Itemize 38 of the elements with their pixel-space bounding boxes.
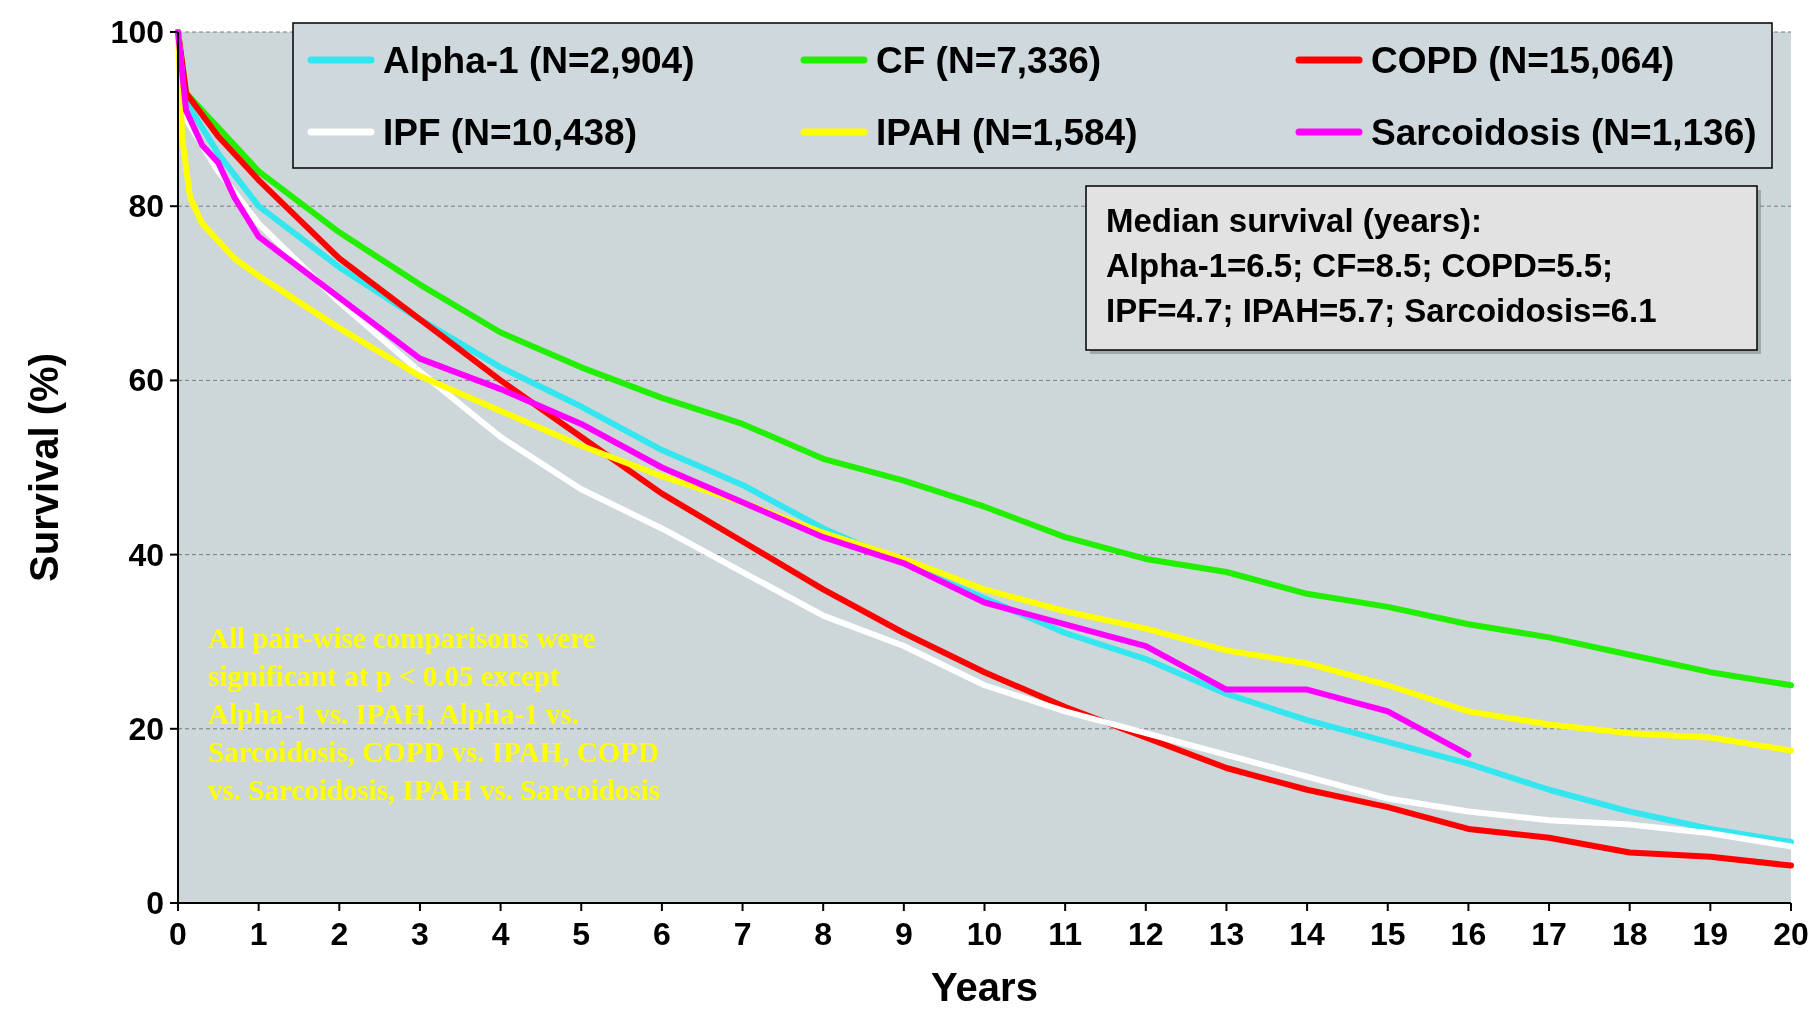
y-tick-label: 80 [128, 188, 164, 225]
x-tick-label: 8 [814, 916, 833, 952]
x-tick-label: 16 [1450, 916, 1487, 952]
x-tick-label: 15 [1369, 916, 1406, 952]
x-tick-label: 4 [491, 916, 510, 952]
x-tick-label: 2 [330, 916, 349, 952]
x-tick-label: 10 [966, 916, 1003, 952]
legend-label: IPF (N=10,438) [383, 112, 637, 153]
x-tick-label: 11 [1048, 916, 1083, 952]
x-tick-label: 13 [1208, 916, 1245, 952]
x-tick-label: 18 [1611, 916, 1648, 952]
x-tick-label: 20 [1773, 916, 1809, 952]
x-tick-label: 12 [1128, 916, 1164, 952]
y-tick-label: 20 [128, 710, 164, 747]
legend-label: Sarcoidosis (N=1,136) [1371, 112, 1757, 153]
y-tick-label: 40 [128, 536, 164, 573]
x-tick-label: 3 [411, 916, 429, 952]
text-box: Median survival (years): Alpha-1=6.5; CF=8.5; COPD=5.5; IPF=4.7; IPAH=5.7; Sarcoidosis=6.1 [1085, 185, 1761, 354]
x-tick-label: 1 [249, 916, 268, 952]
x-tick-label: 14 [1289, 916, 1326, 952]
annotation: Median survival (years): Alpha-1=6.5; CF=8.5; COPD=5.5; IPF=4.7; IPAH=5.7; Sarcoidosis=6.1 [1106, 202, 1657, 329]
x-tick-label: 6 [653, 916, 671, 952]
y-tick-label: 100 [110, 14, 164, 50]
annotation: All pair-wise comparisons were significant at p < 0.05 except Alpha-1 vs. IPAH, Alpha-1 vs. Sarcoidosis, COPD vs. IPAH, COPD vs. Sarcoidosis, IPAH vs. Sarcoidosis [208, 622, 660, 806]
x-tick-label: 17 [1531, 916, 1567, 952]
y-axis-title: Survival (%) [22, 353, 66, 582]
y-tick-label: 0 [146, 885, 164, 921]
x-tick-label: 9 [894, 916, 913, 952]
x-tick-label: 19 [1692, 916, 1729, 952]
legend-label: IPAH (N=1,584) [876, 112, 1138, 153]
legend-label: CF (N=7,336) [876, 40, 1102, 81]
x-tick-label: 5 [572, 916, 591, 952]
x-axis-title: Years [931, 965, 1038, 1009]
legend-label: Alpha-1 (N=2,904) [383, 40, 695, 81]
x-tick-label: 0 [169, 916, 187, 952]
y-tick-label: 60 [128, 362, 164, 399]
legend-label: COPD (N=15,064) [1371, 40, 1675, 81]
x-tick-label: 7 [733, 916, 752, 952]
